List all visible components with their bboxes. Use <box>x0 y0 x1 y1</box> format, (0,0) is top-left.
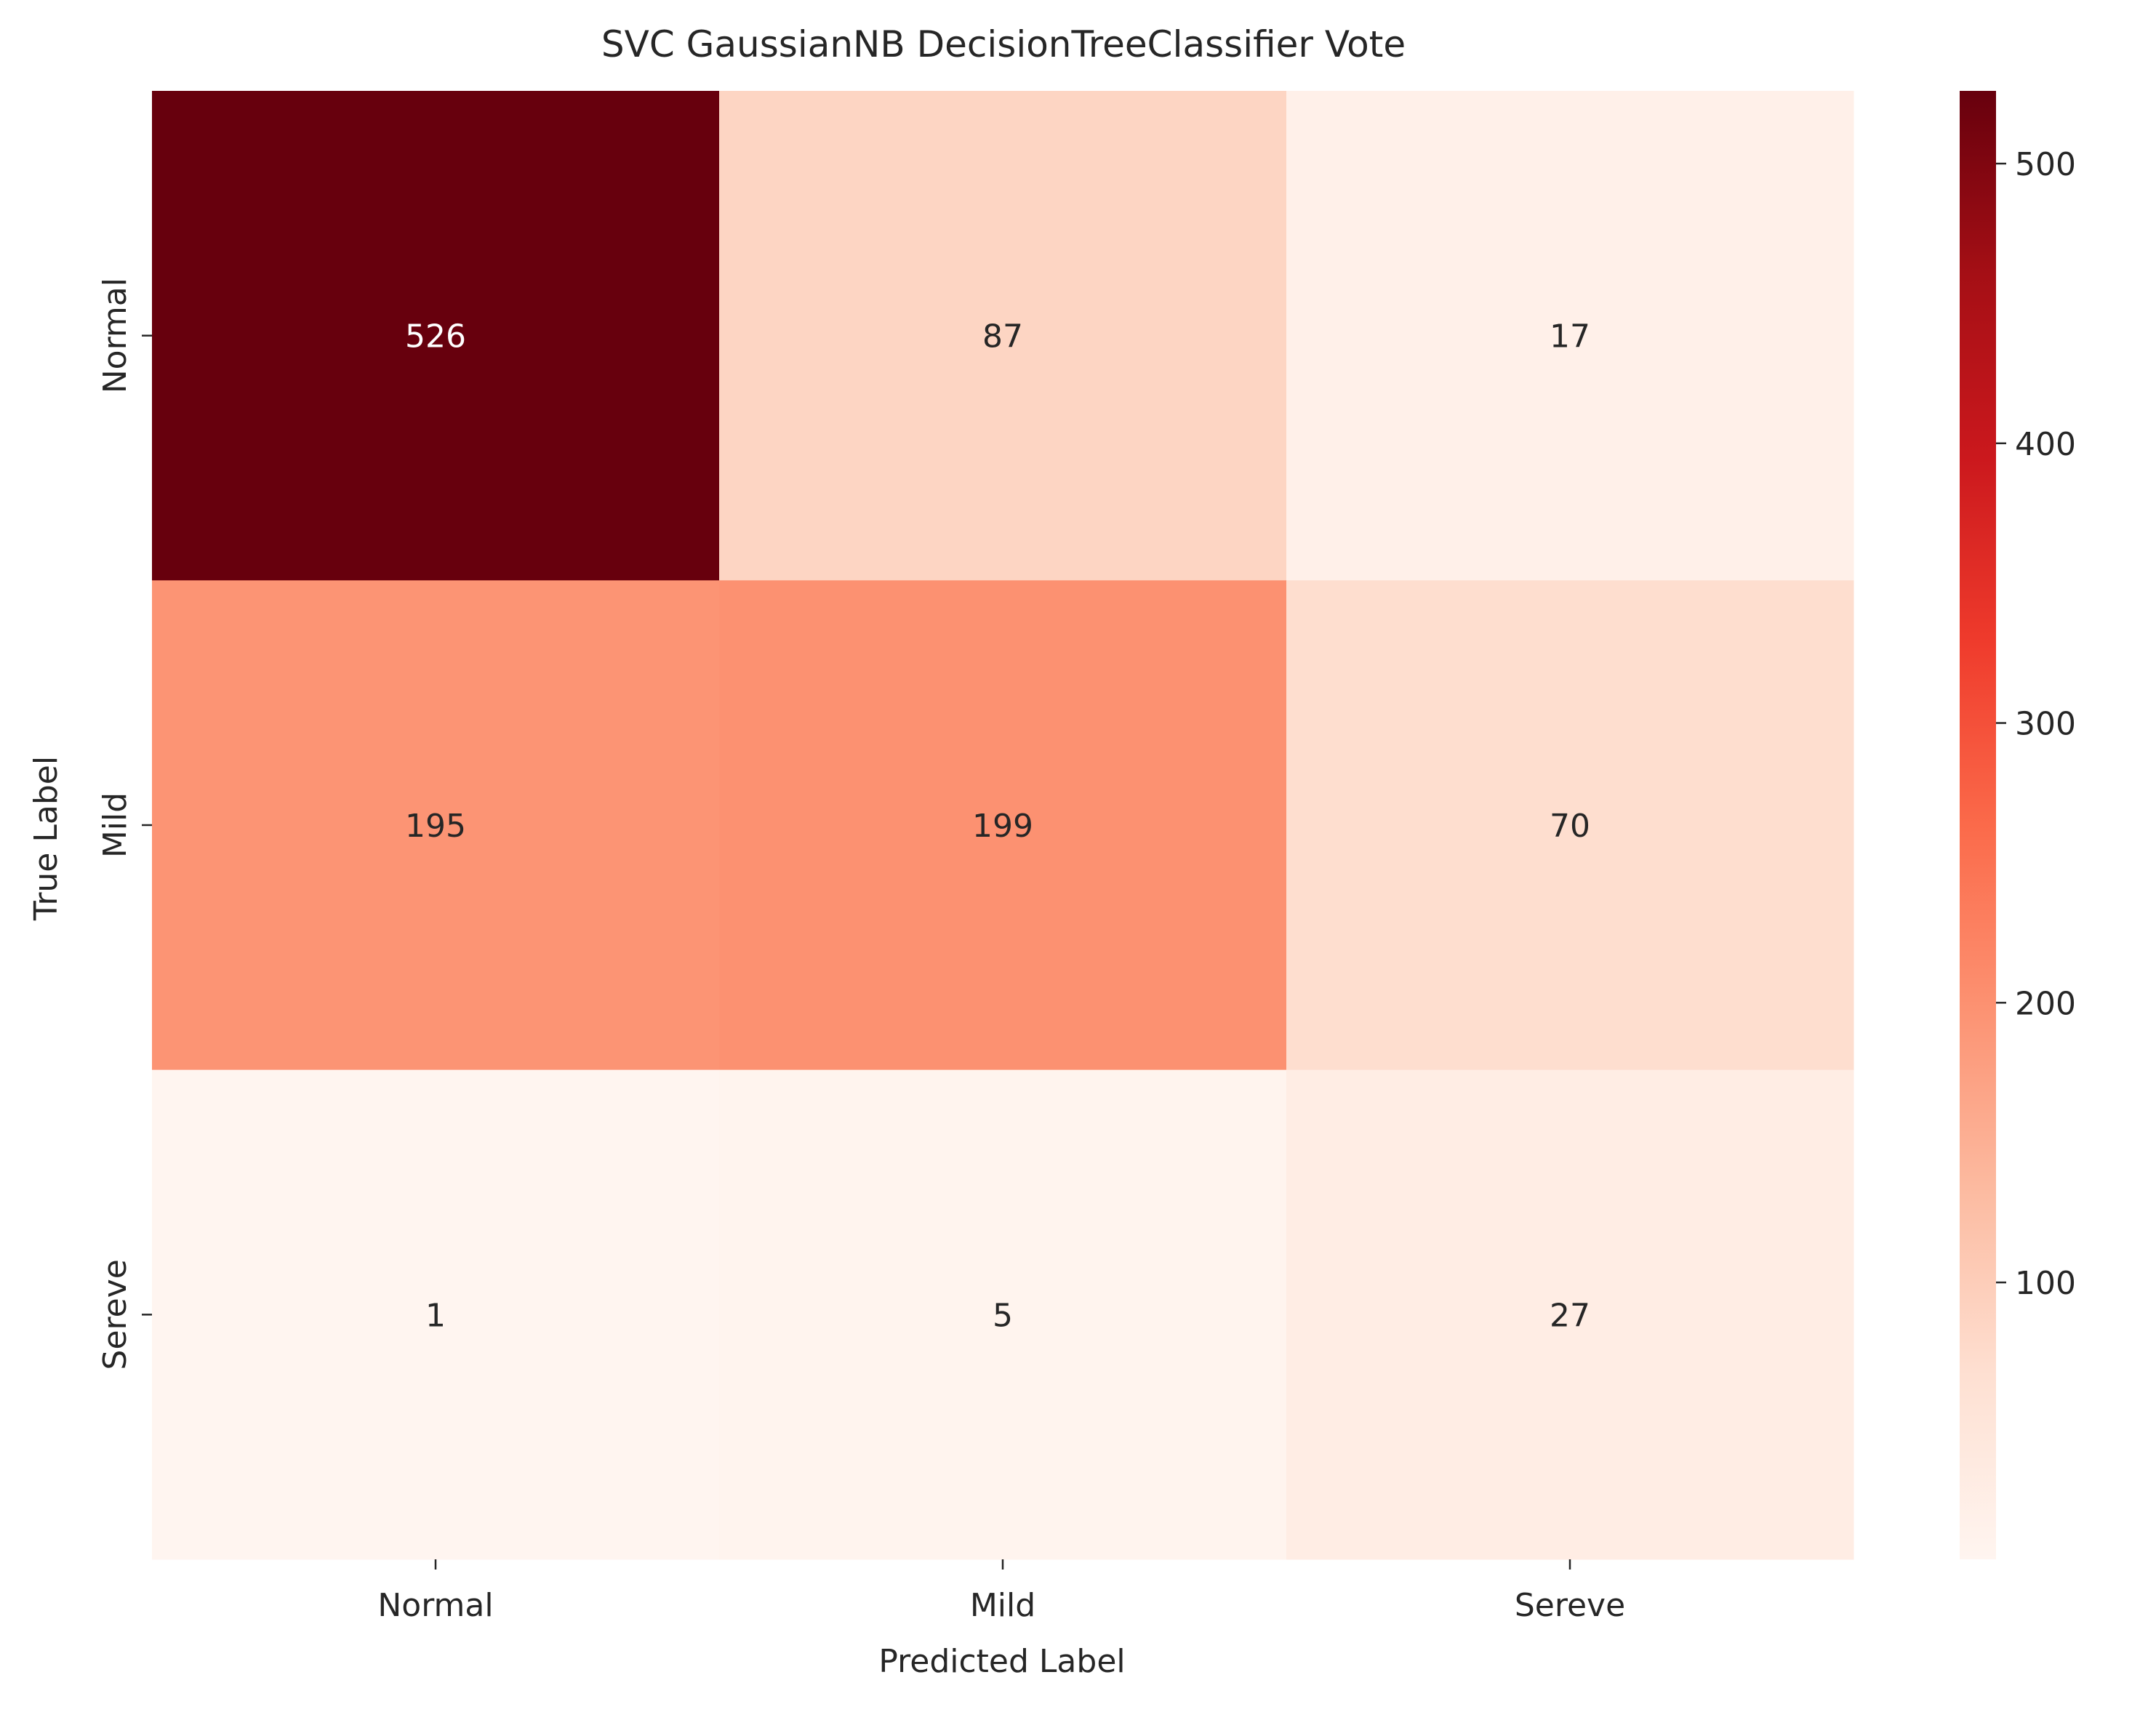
x-tick-label: Sereve <box>1515 1587 1625 1624</box>
colorbar: 100 200 300 400 500 <box>1960 91 2076 1559</box>
heatmap-cell <box>152 1069 720 1560</box>
heatmap-cell <box>1286 580 1854 1071</box>
heatmap-cell <box>719 1069 1287 1560</box>
heatmap-cells <box>152 91 1854 1560</box>
chart-title: SVC GaussianNB DecisionTreeClassifier Vo… <box>601 23 1406 65</box>
cell-value-label: 87 <box>982 318 1023 355</box>
cell-value-label: 199 <box>972 808 1033 845</box>
cell-value-label: 5 <box>993 1297 1013 1334</box>
y-tick-label: Sereve <box>97 1259 134 1370</box>
y-axis-label: True Label <box>28 756 65 921</box>
heatmap-cell-labels: 526 87 17 195 199 70 1 5 27 <box>405 318 1590 1335</box>
x-axis-ticks: Normal Mild Sereve <box>377 1559 1625 1624</box>
cell-value-label: 70 <box>1550 808 1590 845</box>
x-axis-label: Predicted Label <box>878 1643 1125 1680</box>
heatmap-cell <box>719 580 1287 1071</box>
x-tick-label: Normal <box>377 1587 493 1624</box>
colorbar-gradient <box>1960 91 1996 1559</box>
colorbar-tick-label: 300 <box>2015 706 2076 743</box>
y-tick-label: Mild <box>97 792 134 858</box>
y-tick-label: Normal <box>97 278 134 393</box>
heatmap-cell <box>152 91 720 581</box>
heatmap-cell <box>719 91 1287 581</box>
cell-value-label: 17 <box>1550 318 1590 355</box>
y-axis-ticks: Normal Mild Sereve <box>97 278 152 1370</box>
colorbar-tick-label: 200 <box>2015 985 2076 1022</box>
heatmap-cell <box>1286 91 1854 581</box>
cell-value-label: 195 <box>405 808 466 845</box>
cell-value-label: 27 <box>1550 1297 1590 1334</box>
x-tick-label: Mild <box>970 1587 1035 1624</box>
cell-value-label: 1 <box>425 1297 446 1334</box>
colorbar-ticks: 100 200 300 400 500 <box>1996 146 2076 1302</box>
cell-value-label: 526 <box>405 318 466 355</box>
heatmap-cell <box>1286 1069 1854 1560</box>
colorbar-tick-label: 500 <box>2015 146 2076 183</box>
heatmap-cell <box>152 580 720 1071</box>
colorbar-tick-label: 100 <box>2015 1265 2076 1302</box>
colorbar-tick-label: 400 <box>2015 426 2076 463</box>
